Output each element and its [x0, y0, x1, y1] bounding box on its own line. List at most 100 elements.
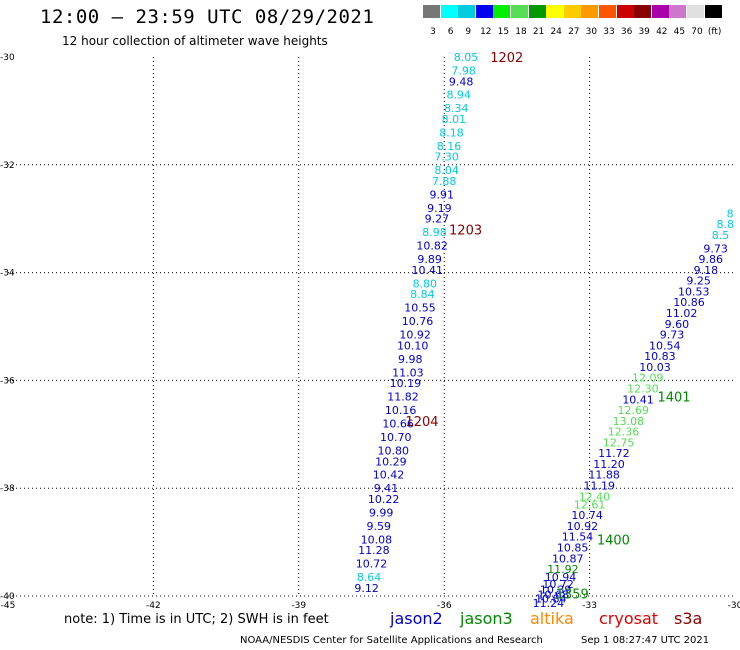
color-swatch	[669, 5, 687, 18]
credit-text: NOAA/NESDIS Center for Satellite Applica…	[240, 635, 543, 646]
chart-title: 12:00 – 23:59 UTC 08/29/2021	[40, 6, 375, 28]
timestamp-text: Sep 1 08:27:47 UTC 2021	[581, 635, 710, 646]
color-swatch	[511, 5, 528, 18]
data-point-jason3: 10.87	[552, 552, 584, 565]
color-scale-label: (ft)	[707, 27, 722, 37]
satellite-label-jason3: jason3	[460, 609, 513, 628]
data-point-jason3: 11.20	[593, 458, 625, 471]
data-point-jason2: 10.92	[399, 329, 431, 342]
time-label: 1204	[405, 415, 438, 430]
data-point-jason2: 10.66	[382, 418, 414, 431]
data-point-jason3: 12.40	[579, 490, 611, 503]
time-label: 1401	[657, 391, 690, 406]
color-swatch	[704, 5, 722, 18]
data-point-jason3: 10.03	[639, 361, 671, 374]
x-tick-label: -36	[437, 601, 452, 611]
data-point-jason3: 12.36	[608, 426, 640, 439]
data-point-jason2: 11.82	[387, 391, 419, 404]
time-label: 1203	[449, 223, 482, 238]
satellite-label-cryosat: cryosat	[599, 609, 659, 628]
data-point-jason3: 10.53	[678, 285, 710, 298]
data-point-jason2: 9.59	[367, 520, 392, 533]
data-point-jason3: 8	[727, 207, 734, 220]
y-tick-label: -36	[0, 376, 15, 386]
data-point-jason3: 12.69	[617, 404, 649, 417]
color-swatch	[634, 5, 652, 18]
data-point-jason3: 10.54	[649, 339, 681, 352]
color-scale-label: 36	[620, 27, 633, 37]
color-scale-label: 45	[673, 27, 686, 37]
color-scale-label: 6	[447, 27, 454, 37]
data-point-jason2: 10.72	[356, 558, 388, 571]
note-text: note: 1) Time is in UTC; 2) SWH is in fe…	[64, 612, 329, 627]
data-point-jason3: 13.08	[613, 415, 645, 428]
color-scale-label: 70	[691, 27, 703, 37]
x-tick-label: -45	[1, 601, 16, 611]
x-tick-label: -33	[582, 601, 597, 611]
data-point-jason2: 9.98	[398, 353, 423, 366]
color-swatch	[493, 5, 511, 18]
color-swatch	[581, 5, 599, 18]
y-tick-label: -38	[0, 484, 15, 494]
data-point-jason2: 9.12	[354, 582, 379, 595]
satellite-label-jason2: jason2	[390, 609, 443, 628]
data-point-jason3: 10.72	[542, 578, 574, 591]
data-point-jason3: 9.18	[694, 264, 719, 277]
data-point-jason3: 11.19	[584, 480, 616, 493]
data-point-jason2: 7.30	[434, 151, 459, 164]
data-point-jason3: 10.86	[673, 296, 705, 309]
color-swatch	[599, 5, 616, 18]
data-point-jason3: 10.68	[538, 588, 570, 601]
data-point-jason2: 10.80	[378, 444, 410, 457]
satellite-label-altika: altika	[530, 609, 574, 628]
data-point-jason3: 10.39	[540, 584, 572, 597]
data-point-jason3: 11.54	[562, 531, 594, 544]
data-point-jason2: 10.29	[375, 455, 407, 468]
data-point-jason3: 8.8	[717, 218, 735, 231]
satellite-label-s3a: s3a	[674, 609, 703, 628]
data-point-jason2: 10.08	[361, 533, 393, 546]
time-label: 1400	[597, 533, 630, 548]
color-scale-label: 27	[568, 27, 580, 37]
data-point-jason2: 9.89	[417, 253, 442, 266]
color-scale-label: 12	[480, 27, 492, 37]
data-point-jason3: 9.73	[703, 242, 728, 255]
color-scale-label: 3	[430, 27, 436, 37]
data-point-jason3: 9.86	[699, 253, 724, 266]
chart-subtitle: 12 hour collection of altimeter wave hei…	[62, 34, 328, 48]
data-point-jason3: 11.24	[533, 597, 565, 610]
color-scale-label: 24	[550, 27, 562, 37]
y-tick-label: -32	[0, 161, 15, 171]
y-tick-label: -34	[0, 269, 15, 279]
color-swatch	[546, 5, 564, 18]
time-label: 1359	[556, 587, 589, 602]
color-scale-label: 33	[603, 27, 615, 37]
data-point-jason3: 12.09	[632, 372, 664, 385]
y-tick-label: -30	[0, 53, 15, 63]
data-point-jason2: 9.19	[427, 202, 452, 215]
time-label: 1202	[490, 51, 523, 66]
x-tick-label: -42	[146, 601, 161, 611]
data-point-jason2: 10.19	[390, 377, 422, 390]
data-point-jason2: 7.88	[432, 175, 457, 188]
color-scale-label: 30	[585, 27, 598, 37]
data-point-jason2: 10.76	[402, 315, 434, 328]
data-point-jason2: 9.27	[425, 213, 450, 226]
data-point-jason2: 8.01	[442, 113, 467, 126]
data-point-jason3: 11.92	[547, 563, 579, 576]
color-scale-label: 21	[532, 27, 545, 37]
color-swatch	[423, 5, 440, 18]
color-swatch	[651, 5, 669, 18]
data-point-jason3: 12.75	[603, 436, 635, 449]
data-point-jason2: 10.82	[416, 240, 448, 253]
data-point-jason2: 8.05	[454, 51, 479, 64]
color-scale-label: 9	[465, 27, 472, 37]
data-point-jason3: 10.84	[535, 593, 567, 606]
data-point-jason3: 11.72	[598, 447, 630, 460]
x-tick-label: -39	[291, 601, 306, 611]
data-point-jason2: 9.99	[369, 506, 394, 519]
data-point-jason2: 7.98	[451, 64, 476, 77]
color-swatch	[563, 5, 581, 18]
